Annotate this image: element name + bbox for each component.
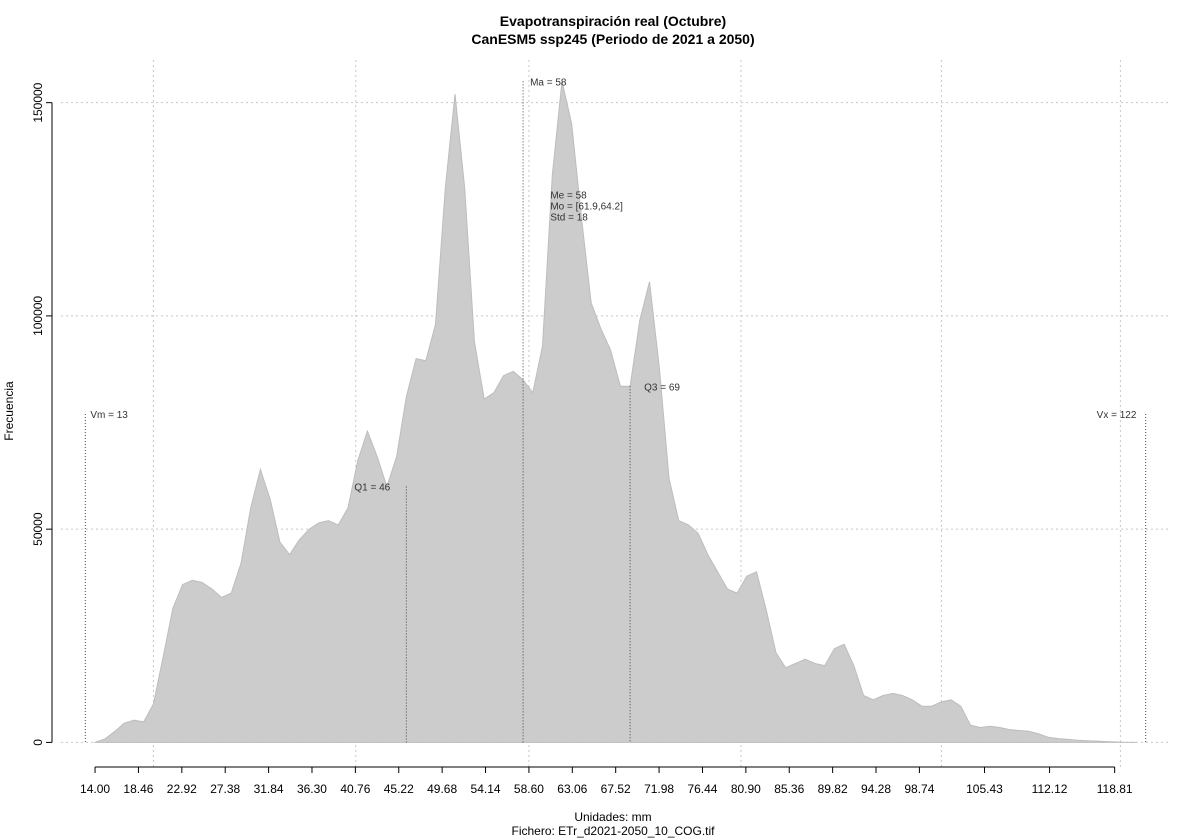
q3-label: Q3 = 69 — [644, 382, 680, 393]
x-tick-label: 112.12 — [1032, 782, 1068, 796]
x-tick-label: 105.43 — [966, 782, 1003, 796]
vx-label: Vx = 122 — [1097, 410, 1137, 421]
x-tick-label: 89.82 — [818, 782, 848, 796]
x-tick-label: 76.44 — [687, 782, 717, 796]
chart-title: Evapotranspiración real (Octubre) — [500, 13, 726, 29]
x-tick-label: 40.76 — [340, 782, 370, 796]
mode-label: Mo = [61.9,64.2] — [550, 202, 623, 213]
x-tick-label: 94.28 — [861, 782, 891, 796]
q1-label: Q1 = 46 — [354, 483, 390, 494]
stat-annotations: Vm = 13 Q1 = 46 Ma = 58 Me = 58 Mo = [61… — [90, 77, 1137, 493]
x-tick-label: 45.22 — [384, 782, 414, 796]
frequency-area — [93, 81, 1137, 743]
x-tick-label: 71.98 — [644, 782, 674, 796]
x-tick-label: 22.92 — [167, 782, 197, 796]
median-label: Me = 58 — [550, 191, 587, 202]
chart-subtitle: CanESM5 ssp245 (Periodo de 2021 a 2050) — [471, 31, 754, 47]
x-tick-label: 80.90 — [731, 782, 761, 796]
x-axis-ticks: 14.00 18.46 22.92 27.38 31.84 36.30 40.76 45.22… — [80, 767, 1133, 796]
reference-lines — [84, 81, 1147, 743]
std-label: Std = 18 — [550, 213, 588, 224]
x-tick-label: 54.14 — [471, 782, 501, 796]
x-tick-label: 31.84 — [254, 782, 284, 796]
x-tick-label: 14.00 — [80, 782, 110, 796]
x-tick-label: 36.30 — [297, 782, 327, 796]
x-tick-label: 27.38 — [210, 782, 240, 796]
x-tick-label: 67.52 — [601, 782, 631, 796]
x-tick-label: 49.68 — [427, 782, 457, 796]
x-tick-label: 118.81 — [1097, 782, 1133, 796]
vm-label: Vm = 13 — [90, 410, 128, 421]
mean-label: Ma = 58 — [530, 77, 567, 88]
x-tick-label: 98.74 — [904, 782, 934, 796]
y-axis-label: Frecuencia — [2, 381, 16, 441]
x-tick-label: 63.06 — [557, 782, 587, 796]
y-tick-label: 0 — [31, 739, 45, 746]
x-tick-label: 58.60 — [514, 782, 544, 796]
file-name-label: Fichero: ETr_d2021-2050_10_COG.tif — [512, 824, 716, 838]
y-axis-ticks: 0 50000 100000 150000 — [31, 82, 52, 746]
x-tick-label: 85.36 — [774, 782, 804, 796]
x-axis-label: Unidades: mm — [574, 810, 651, 824]
y-tick-label: 50000 — [31, 512, 45, 546]
y-tick-label: 150000 — [31, 82, 45, 122]
x-tick-label: 18.46 — [123, 782, 153, 796]
y-tick-label: 100000 — [31, 296, 45, 336]
